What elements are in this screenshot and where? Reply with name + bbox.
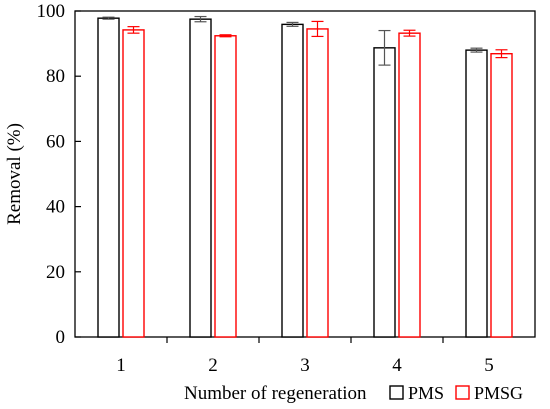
- plot-frame: [74, 10, 536, 338]
- x-tick-label: 2: [208, 355, 218, 376]
- bar-pmsg: [398, 32, 421, 338]
- x-tick-label: 4: [392, 355, 402, 376]
- bar-pms: [97, 17, 120, 338]
- legend-swatch-pms: [389, 385, 404, 400]
- legend-label-pms: PMS: [408, 383, 444, 403]
- bar-pms: [465, 49, 488, 338]
- legend-swatch-pmsg: [455, 385, 470, 400]
- legend-label-pmsg: PMSG: [474, 383, 523, 403]
- x-axis-title: Number of regeneration: [184, 383, 367, 404]
- y-axis-title: Removal (%): [4, 123, 25, 225]
- bar-pmsg: [306, 28, 329, 338]
- y-axis: 0 20 40 60 80 100: [37, 1, 81, 348]
- bar-pmsg: [214, 35, 237, 338]
- x-axis: 1 2 3 4 5: [116, 337, 494, 376]
- bar-pms: [189, 18, 212, 338]
- y-tick-label: 60: [46, 131, 65, 152]
- legend: PMS PMSG: [389, 383, 523, 403]
- bar-pms: [281, 23, 304, 338]
- y-tick-label: 100: [37, 1, 66, 22]
- bar-pmsg: [490, 53, 513, 338]
- y-tick-label: 80: [46, 66, 65, 87]
- y-tick-label: 40: [46, 197, 65, 218]
- bar-pmsg: [122, 29, 145, 338]
- y-tick-label: 20: [46, 262, 65, 283]
- bar-pms: [373, 47, 396, 338]
- x-tick-label: 3: [300, 355, 310, 376]
- bar-series: [97, 15, 513, 338]
- x-tick-label: 5: [484, 355, 494, 376]
- x-tick-label: 1: [116, 355, 126, 376]
- y-tick-label: 0: [56, 327, 66, 348]
